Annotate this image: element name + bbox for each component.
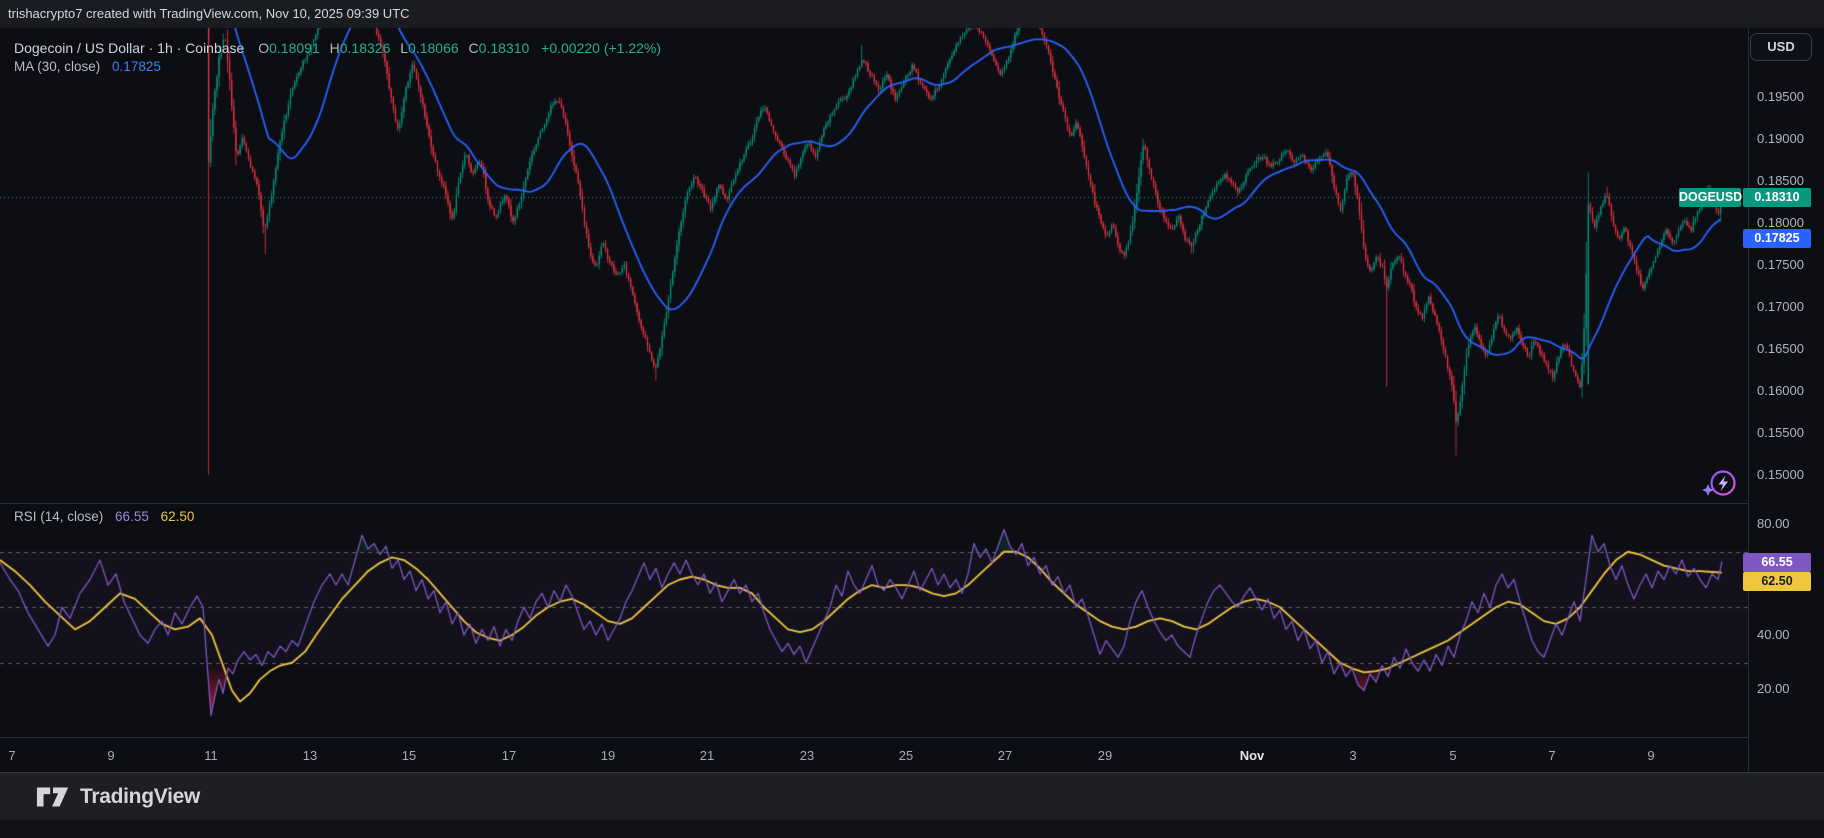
ma-price-label: 0.17825 <box>1743 229 1811 248</box>
time-tick: Nov <box>1239 748 1265 763</box>
high-value: 0.18326 <box>339 40 391 56</box>
rsi-tick: 80.00 <box>1757 516 1790 531</box>
price-tick: 0.19000 <box>1757 131 1804 146</box>
price-tick: 0.16500 <box>1757 341 1804 356</box>
high-label: H <box>329 40 340 56</box>
attribution-text: trishacrypto7 created with TradingView.c… <box>8 6 410 21</box>
open-label: O <box>258 40 270 56</box>
time-tick: 21 <box>699 748 715 763</box>
last-price-label: 0.18310 <box>1743 188 1811 207</box>
boost-lightning-button[interactable] <box>1698 464 1740 502</box>
rsi-ma-value-label: 62.50 <box>1743 572 1811 591</box>
lightning-icon <box>1702 470 1736 496</box>
ma-legend[interactable]: MA (30, close) 0.17825 <box>14 59 161 74</box>
price-tick: 0.18500 <box>1757 173 1804 188</box>
time-scale[interactable]: 7 9 11 13 15 17 19 21 23 25 27 29 Nov 3 5 7 9 <box>0 737 1824 772</box>
change-value: +0.00220 (+1.22%) <box>541 40 662 56</box>
tradingview-footer: TradingView <box>0 772 1824 820</box>
attribution-bar: trishacrypto7 created with TradingView.c… <box>0 0 1824 28</box>
rsi-ma-legend-value: 62.50 <box>160 509 195 524</box>
price-scale[interactable]: 0.19500 0.19000 0.18500 0.18000 0.17500 0.170… <box>1743 28 1824 772</box>
price-tick: 0.17500 <box>1757 257 1804 272</box>
price-tick: 0.15500 <box>1757 425 1804 440</box>
rsi-legend-label[interactable]: RSI (14, close) <box>14 509 104 524</box>
ma-legend-label[interactable]: MA (30, close) <box>14 59 101 74</box>
close-label: C <box>468 40 479 56</box>
time-tick: 11 <box>204 748 218 763</box>
currency-toggle-button[interactable]: USD <box>1750 33 1812 61</box>
time-tick: 7 <box>8 748 16 763</box>
rsi-tick: 40.00 <box>1757 627 1790 642</box>
rsi-tick: 20.00 <box>1757 681 1790 696</box>
open-value: 0.18091 <box>269 40 320 56</box>
time-tick: 13 <box>302 748 318 763</box>
rsi-legend-value: 66.55 <box>115 509 149 524</box>
last-price-symbol-label: DOGEUSD <box>1679 188 1742 207</box>
time-tick: 3 <box>1349 748 1357 763</box>
bottom-bar <box>0 820 1824 838</box>
time-tick: 25 <box>898 748 914 763</box>
time-tick: 27 <box>997 748 1013 763</box>
rsi-legend[interactable]: RSI (14, close) 66.55 62.50 <box>14 509 194 524</box>
time-tick: 15 <box>401 748 417 763</box>
time-tick: 7 <box>1548 748 1556 763</box>
price-tick: 0.17000 <box>1757 299 1804 314</box>
pane-separator[interactable] <box>0 503 1748 504</box>
time-tick: 9 <box>107 748 115 763</box>
main-price-chart[interactable] <box>0 28 1748 503</box>
time-tick: 29 <box>1097 748 1113 763</box>
time-tick: 19 <box>600 748 616 763</box>
symbol-legend[interactable]: Dogecoin / US Dollar · 1h · Coinbase O0.… <box>14 40 661 56</box>
symbol-title[interactable]: Dogecoin / US Dollar · 1h · Coinbase <box>14 40 245 56</box>
low-value: 0.18066 <box>408 40 459 56</box>
price-tick: 0.16000 <box>1757 383 1804 398</box>
tradingview-logo-icon[interactable] <box>36 786 70 808</box>
price-tick: 0.15000 <box>1757 467 1804 482</box>
time-tick: 9 <box>1647 748 1655 763</box>
ma-legend-value: 0.17825 <box>112 59 161 74</box>
price-tick: 0.19500 <box>1757 89 1804 104</box>
price-tick: 0.18000 <box>1757 215 1804 230</box>
rsi-indicator-chart[interactable] <box>0 503 1748 737</box>
tradingview-wordmark[interactable]: TradingView <box>80 784 201 808</box>
time-tick: 17 <box>501 748 517 763</box>
time-tick: 23 <box>799 748 815 763</box>
low-label: L <box>400 40 409 56</box>
rsi-value-label: 66.55 <box>1743 553 1811 572</box>
close-value: 0.18310 <box>478 40 530 56</box>
time-tick: 5 <box>1449 748 1457 763</box>
